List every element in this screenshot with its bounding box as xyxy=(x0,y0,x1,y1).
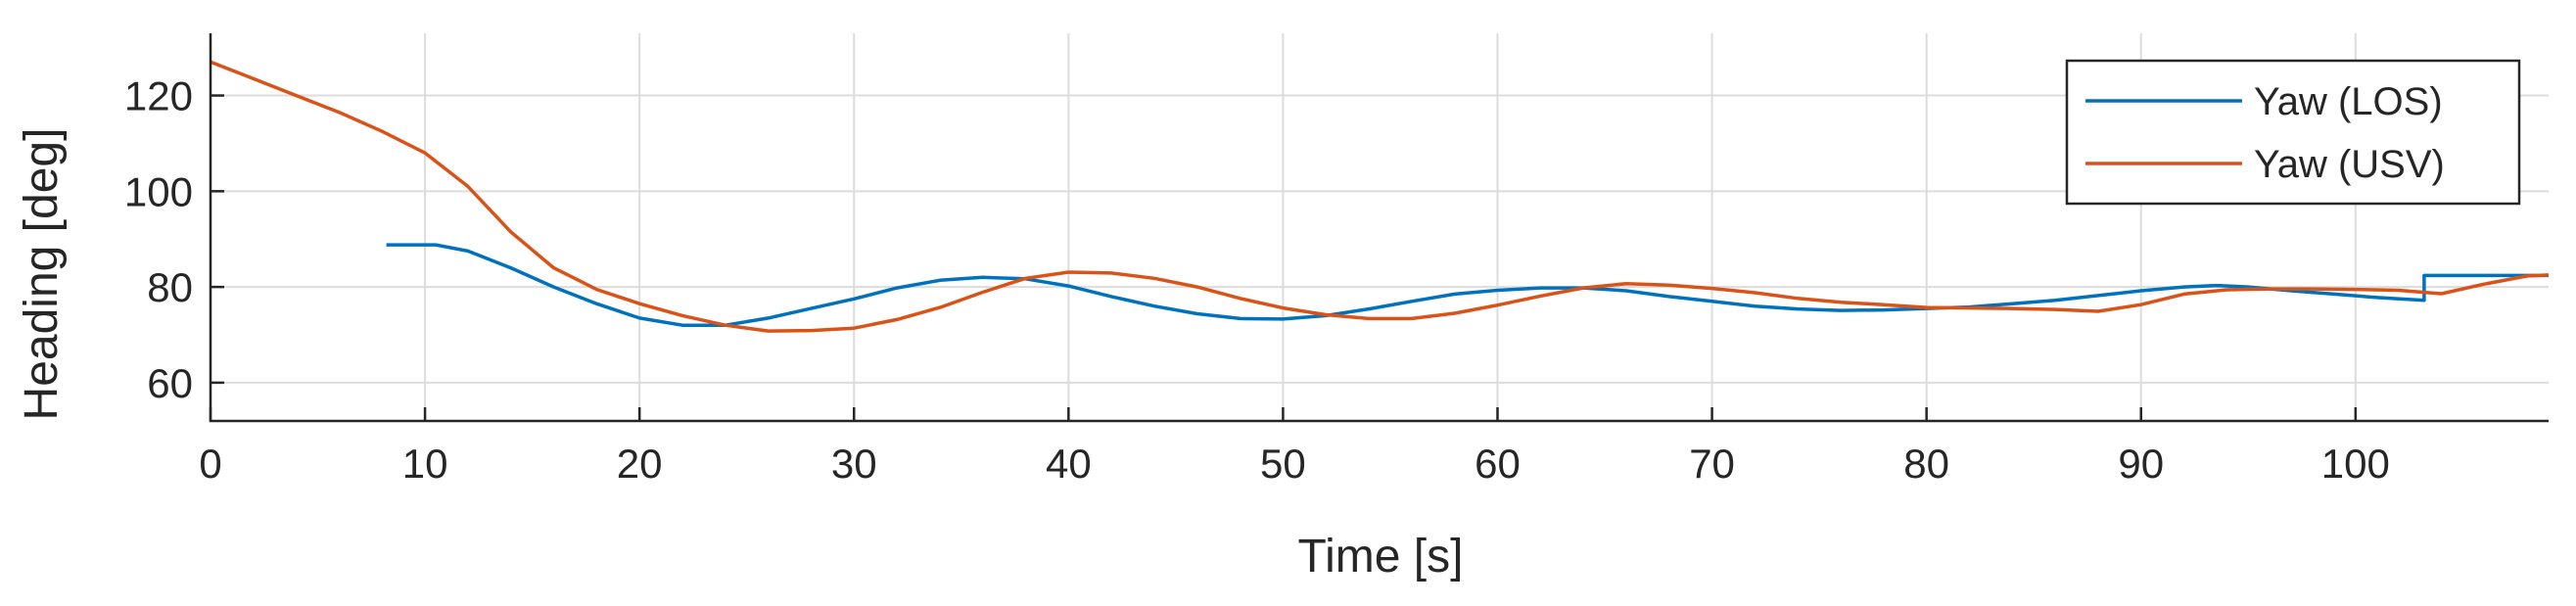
x-tick-label: 10 xyxy=(402,441,448,487)
y-tick-label: 60 xyxy=(147,360,193,406)
x-tick-label: 100 xyxy=(2321,441,2390,487)
x-tick-label: 80 xyxy=(1903,441,1949,487)
y-tick-label: 100 xyxy=(124,168,193,214)
x-tick-label: 40 xyxy=(1046,441,1092,487)
axes xyxy=(209,33,2549,423)
legend: Yaw (LOS) Yaw (USV) xyxy=(2065,59,2521,206)
y-tick-label: 80 xyxy=(147,264,193,310)
series-line-yaw-los xyxy=(386,243,2549,327)
x-tick-label: 20 xyxy=(617,441,663,487)
x-tick-label: 30 xyxy=(831,441,877,487)
y-axis-label: Heading [deg] xyxy=(16,128,68,421)
legend-label-los: Yaw (LOS) xyxy=(2254,80,2443,123)
series-line-yaw-usv xyxy=(210,60,2550,333)
x-tick-label: 0 xyxy=(199,441,221,487)
series-layer xyxy=(210,60,2550,333)
legend-box xyxy=(2065,59,2521,206)
x-axis-label: Time [s] xyxy=(1298,531,1464,583)
x-tick-label: 70 xyxy=(1689,441,1735,487)
tick-labels: 0 10 20 30 40 50 60 70 80 90 100 60 80 100 120 xyxy=(124,73,2390,487)
legend-label-usv: Yaw (USV) xyxy=(2254,143,2445,186)
y-tick-label: 120 xyxy=(124,73,193,119)
x-tick-label: 50 xyxy=(1260,441,1306,487)
x-tick-label: 90 xyxy=(2118,441,2164,487)
x-tick-label: 60 xyxy=(1475,441,1521,487)
